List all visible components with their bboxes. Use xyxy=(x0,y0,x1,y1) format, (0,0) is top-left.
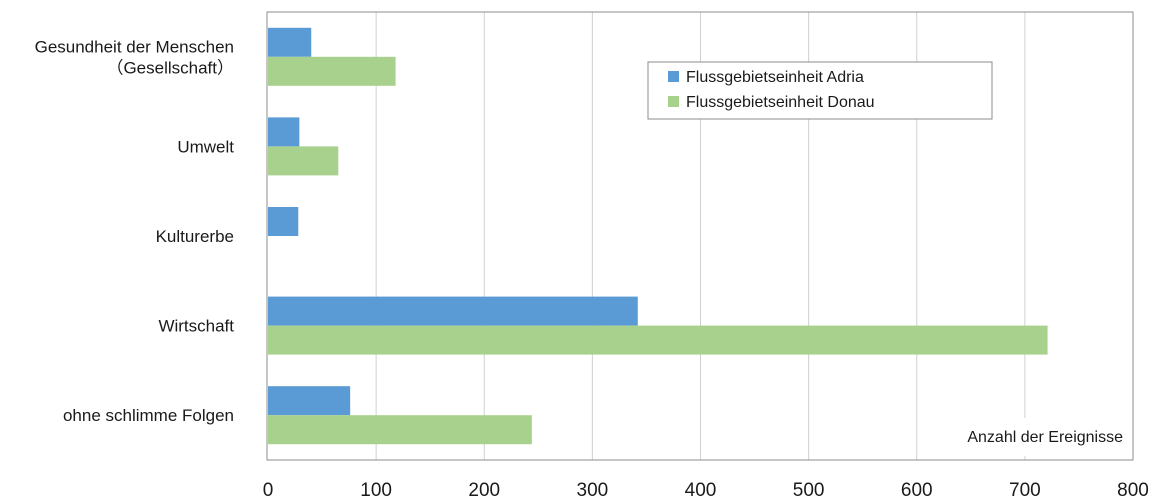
bar-adria xyxy=(268,27,312,57)
category-label: Gesundheit der Menschen xyxy=(35,37,234,56)
x-axis-label-box: Anzahl der Ereignisse xyxy=(920,418,1130,456)
plot-frame xyxy=(266,11,1134,461)
category-label: （Gesellschaft） xyxy=(106,58,234,77)
x-tick-label: 800 xyxy=(1117,480,1149,501)
legend-swatch-donau xyxy=(668,96,679,107)
bar-adria xyxy=(268,207,299,236)
category-label: Wirtschaft xyxy=(158,317,234,336)
legend-label-adria: Flussgebietseinheit Adria xyxy=(686,69,864,86)
legend-box xyxy=(647,61,993,120)
category-label: Kulturerbe xyxy=(156,227,234,246)
bar-donau xyxy=(268,325,1048,355)
x-tick-label: 200 xyxy=(468,480,500,501)
x-tick-label: 0 xyxy=(263,480,274,501)
legend-swatch-adria xyxy=(668,71,679,82)
bar-adria xyxy=(268,117,300,147)
category-labels: Gesundheit der Menschen （Gesellschaft） Umw… xyxy=(35,37,235,425)
category-label: ohne schlimme Folgen xyxy=(63,406,234,425)
x-tick-label: 700 xyxy=(1009,480,1041,501)
bars xyxy=(268,27,1048,445)
x-tick-label: 600 xyxy=(901,480,933,501)
category-label: Umwelt xyxy=(177,137,234,156)
bar-donau xyxy=(268,146,339,176)
bar-donau xyxy=(268,415,532,445)
legend-label-donau: Flussgebietseinheit Donau xyxy=(686,94,875,111)
bar-adria xyxy=(268,386,351,416)
legend: Flussgebietseinheit Adria Flussgebietsei… xyxy=(647,61,993,120)
x-axis-label: Anzahl der Ereignisse xyxy=(967,429,1123,446)
x-tick-label: 300 xyxy=(577,480,609,501)
bar-adria xyxy=(268,296,638,326)
x-tick-labels: 0 100 200 300 400 500 600 700 800 xyxy=(263,480,1149,501)
x-tick-label: 400 xyxy=(685,480,717,501)
bar-donau xyxy=(268,56,396,86)
x-tick-label: 500 xyxy=(793,480,825,501)
x-tick-label: 100 xyxy=(360,480,392,501)
